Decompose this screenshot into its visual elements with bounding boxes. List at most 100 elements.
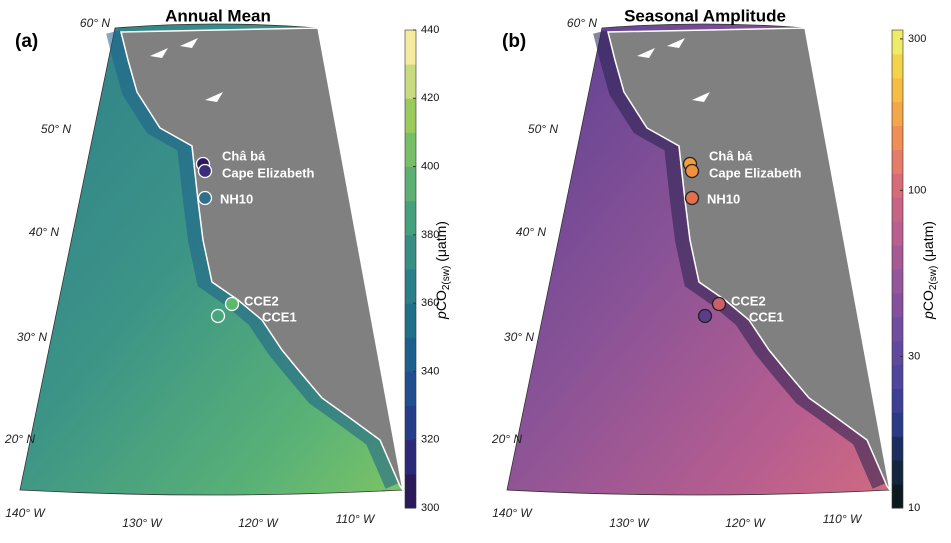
colorbar-band xyxy=(892,53,903,79)
colorbar-band xyxy=(892,484,903,509)
lat-label: 20° N xyxy=(491,432,522,446)
panel-title: Seasonal Amplitude xyxy=(624,6,786,25)
station-label: CCE2 xyxy=(731,293,766,308)
lon-label: 140° W xyxy=(5,506,46,520)
station-marker xyxy=(197,163,213,179)
colorbar-band xyxy=(892,125,903,150)
station-label: Châ bá xyxy=(222,148,266,163)
colorbar-band xyxy=(405,303,416,338)
lon-label: 140° W xyxy=(492,506,533,520)
station-label: NH10 xyxy=(220,191,253,206)
colorbar-band xyxy=(405,98,416,133)
label-unit: (μatm) xyxy=(433,221,449,266)
panel: (b) Seasonal Amplitude 60° N 50° N 40° N 30° … xyxy=(491,6,939,530)
station-label: CCE1 xyxy=(262,309,297,324)
colorbar-band xyxy=(892,460,903,485)
colorbar-tick-label: 320 xyxy=(421,434,439,446)
colorbar-band xyxy=(892,412,903,437)
island xyxy=(692,92,710,102)
colorbar-tick-label: 100 xyxy=(908,184,926,196)
lat-label: 50° N xyxy=(528,122,558,136)
colorbar-band xyxy=(405,269,416,304)
island xyxy=(637,48,655,58)
station-label: Cape Elizabeth xyxy=(222,165,315,180)
colorbar-tick-label: 440 xyxy=(421,24,439,36)
station-marker xyxy=(197,190,213,206)
lon-label: 130° W xyxy=(609,516,650,530)
colorbar-band xyxy=(405,405,416,441)
colorbar-band xyxy=(405,337,416,372)
colorbar-band xyxy=(892,101,903,127)
island xyxy=(205,92,223,102)
colorbar-band xyxy=(892,388,903,413)
colorbar-band xyxy=(892,221,903,246)
colorbar-band xyxy=(892,364,903,389)
station-marker xyxy=(224,296,240,312)
colorbar-band xyxy=(892,30,903,55)
colorbar-tick-label: 10 xyxy=(908,502,920,514)
colorbar-band xyxy=(405,64,416,99)
coastal-band xyxy=(106,30,399,489)
colorbar-band xyxy=(892,77,903,103)
coastal-band xyxy=(593,30,886,489)
lat-label: 40° N xyxy=(516,225,546,239)
lon-label: 110° W xyxy=(823,512,863,526)
colorbar-label: pCO2(sw) (μatm) xyxy=(920,221,939,320)
label-italic: p xyxy=(433,311,449,320)
lat-label: 30° N xyxy=(17,330,47,344)
station-label: Cape Elizabeth xyxy=(709,165,802,180)
colorbar-band xyxy=(892,340,903,366)
station-marker xyxy=(711,296,727,312)
colorbar-tick-label: 300 xyxy=(421,502,439,514)
panel-title: Annual Mean xyxy=(165,6,271,25)
label-unit: (μatm) xyxy=(920,221,936,266)
colorbar-band xyxy=(892,436,903,461)
colorbar-tick-label: 380 xyxy=(421,229,439,241)
colorbar-label: pCO2(sw) (μatm) xyxy=(433,221,452,320)
station-label: CCE1 xyxy=(749,309,784,324)
panel-label: (b) xyxy=(502,31,526,52)
panel-label: (a) xyxy=(15,31,38,52)
station-marker xyxy=(210,308,226,324)
lat-label: 30° N xyxy=(504,330,534,344)
colorbar-band xyxy=(892,245,903,270)
colorbar-band xyxy=(405,200,416,236)
station-label: Châ bá xyxy=(709,148,753,163)
lon-label: 110° W xyxy=(336,512,376,526)
lon-label: 120° W xyxy=(725,516,766,530)
colorbar-frame xyxy=(891,29,904,509)
lat-label: 60° N xyxy=(80,16,110,30)
colorbar-tick-label: 400 xyxy=(421,160,439,172)
colorbar-band xyxy=(405,132,416,168)
station-label: CCE2 xyxy=(244,293,279,308)
colorbar-band xyxy=(892,173,903,198)
colorbar-band xyxy=(892,149,903,174)
colorbar-band xyxy=(405,234,416,270)
panel: (a) Annual Mean 60° N 50° N 40° N 30° N 20° N 1… xyxy=(4,6,452,530)
label-main: CO xyxy=(920,290,936,311)
label-sub: 2(sw) xyxy=(928,266,939,290)
lat-label: 60° N xyxy=(567,16,597,30)
island xyxy=(180,38,198,48)
colorbar-band xyxy=(405,30,416,65)
colorbar-tick-label: 340 xyxy=(421,365,439,377)
station-marker xyxy=(697,308,713,324)
colorbar-band xyxy=(892,292,903,318)
label-sub: 2(sw) xyxy=(441,266,452,290)
lat-label: 50° N xyxy=(41,122,71,136)
colorbar-band xyxy=(405,371,416,407)
lat-label: 40° N xyxy=(29,225,59,239)
colorbar-tick-label: 30 xyxy=(908,350,920,362)
colorbar-band xyxy=(405,439,416,475)
island xyxy=(150,48,168,58)
label-italic: p xyxy=(920,311,936,320)
station-marker xyxy=(684,190,700,206)
colorbar-band xyxy=(892,269,903,294)
colorbar-band xyxy=(405,473,416,509)
colorbar-frame xyxy=(404,29,417,509)
land xyxy=(120,27,404,491)
station-marker xyxy=(684,163,700,179)
colorbar-tick-label: 420 xyxy=(421,92,439,104)
lat-label: 20° N xyxy=(4,432,35,446)
